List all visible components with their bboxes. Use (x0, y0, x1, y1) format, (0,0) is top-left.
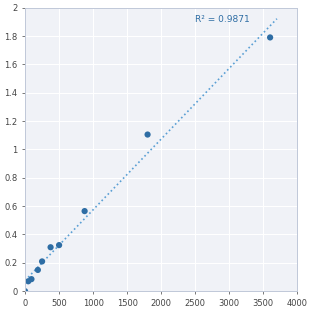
Point (26, 279, 31, 284)
Point (35, 267, 40, 272)
Point (82, 209, 87, 214)
Point (22, 289, 27, 294)
Point (40, 259, 45, 264)
Point (56, 243, 61, 248)
Point (48, 245, 53, 250)
Text: R² = 0.9871: R² = 0.9871 (195, 15, 250, 24)
Point (29, 277, 34, 282)
Point (268, 35, 273, 40)
Point (145, 132, 150, 137)
